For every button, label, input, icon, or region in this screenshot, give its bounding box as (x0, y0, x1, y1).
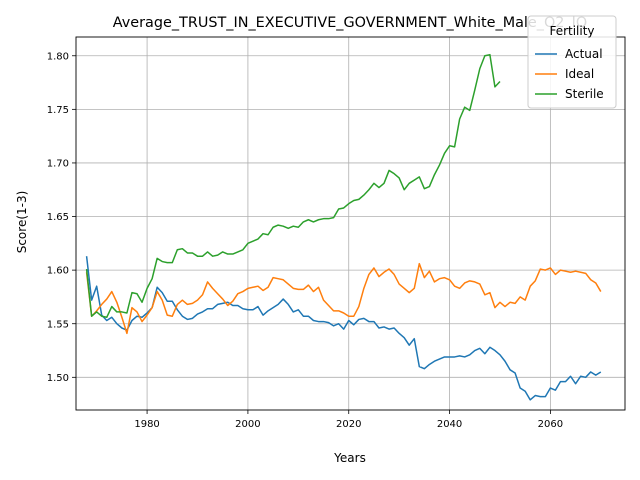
x-tick-label: 2020 (336, 419, 361, 430)
x-axis: 1980 2000 2020 2040 2060 (134, 410, 563, 430)
y-tick-label: 1.60 (47, 266, 69, 277)
y-axis: 1.50 1.55 1.60 1.65 1.70 1.75 1.80 (47, 51, 76, 384)
grid (76, 37, 625, 410)
y-tick-label: 1.70 (47, 159, 69, 170)
x-tick-label: 2000 (235, 419, 260, 430)
series-lines (85, 53, 602, 401)
y-axis-label: Score(1-3) (15, 191, 29, 254)
y-tick-label: 1.55 (47, 319, 69, 330)
legend-label-ideal: Ideal (565, 67, 594, 81)
legend-label-actual: Actual (565, 47, 603, 61)
series-line-sterile (85, 53, 501, 319)
y-tick-label: 1.50 (47, 373, 69, 384)
x-axis-label: Years (333, 451, 366, 465)
x-tick-label: 2040 (437, 419, 462, 430)
y-tick-label: 1.65 (47, 212, 69, 223)
series-line-ideal (85, 262, 602, 335)
x-tick-label: 1980 (134, 419, 159, 430)
legend-label-sterile: Sterile (565, 87, 604, 101)
chart-title: Average_TRUST_IN_EXECUTIVE_GOVERNMENT_Wh… (113, 15, 587, 31)
x-tick-label: 2060 (538, 419, 563, 430)
y-tick-label: 1.80 (47, 51, 69, 62)
plot-frame (75, 36, 626, 411)
series-line-actual (85, 256, 602, 401)
y-tick-label: 1.75 (47, 105, 69, 116)
legend-title: Fertility (549, 24, 594, 38)
legend-box (527, 15, 617, 109)
legend: Fertility Actual Ideal Sterile (527, 15, 617, 109)
